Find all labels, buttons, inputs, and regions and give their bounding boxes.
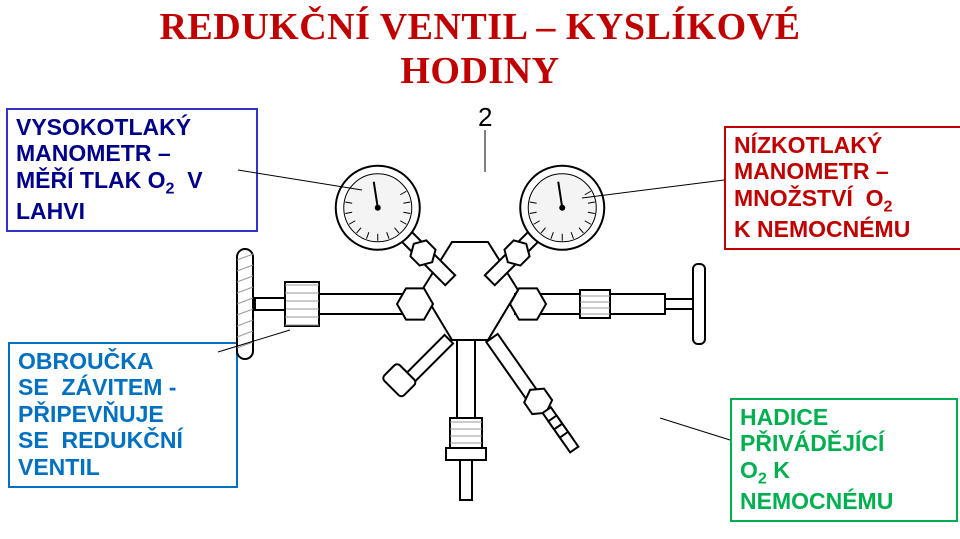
regulator-diagram [0, 0, 960, 539]
